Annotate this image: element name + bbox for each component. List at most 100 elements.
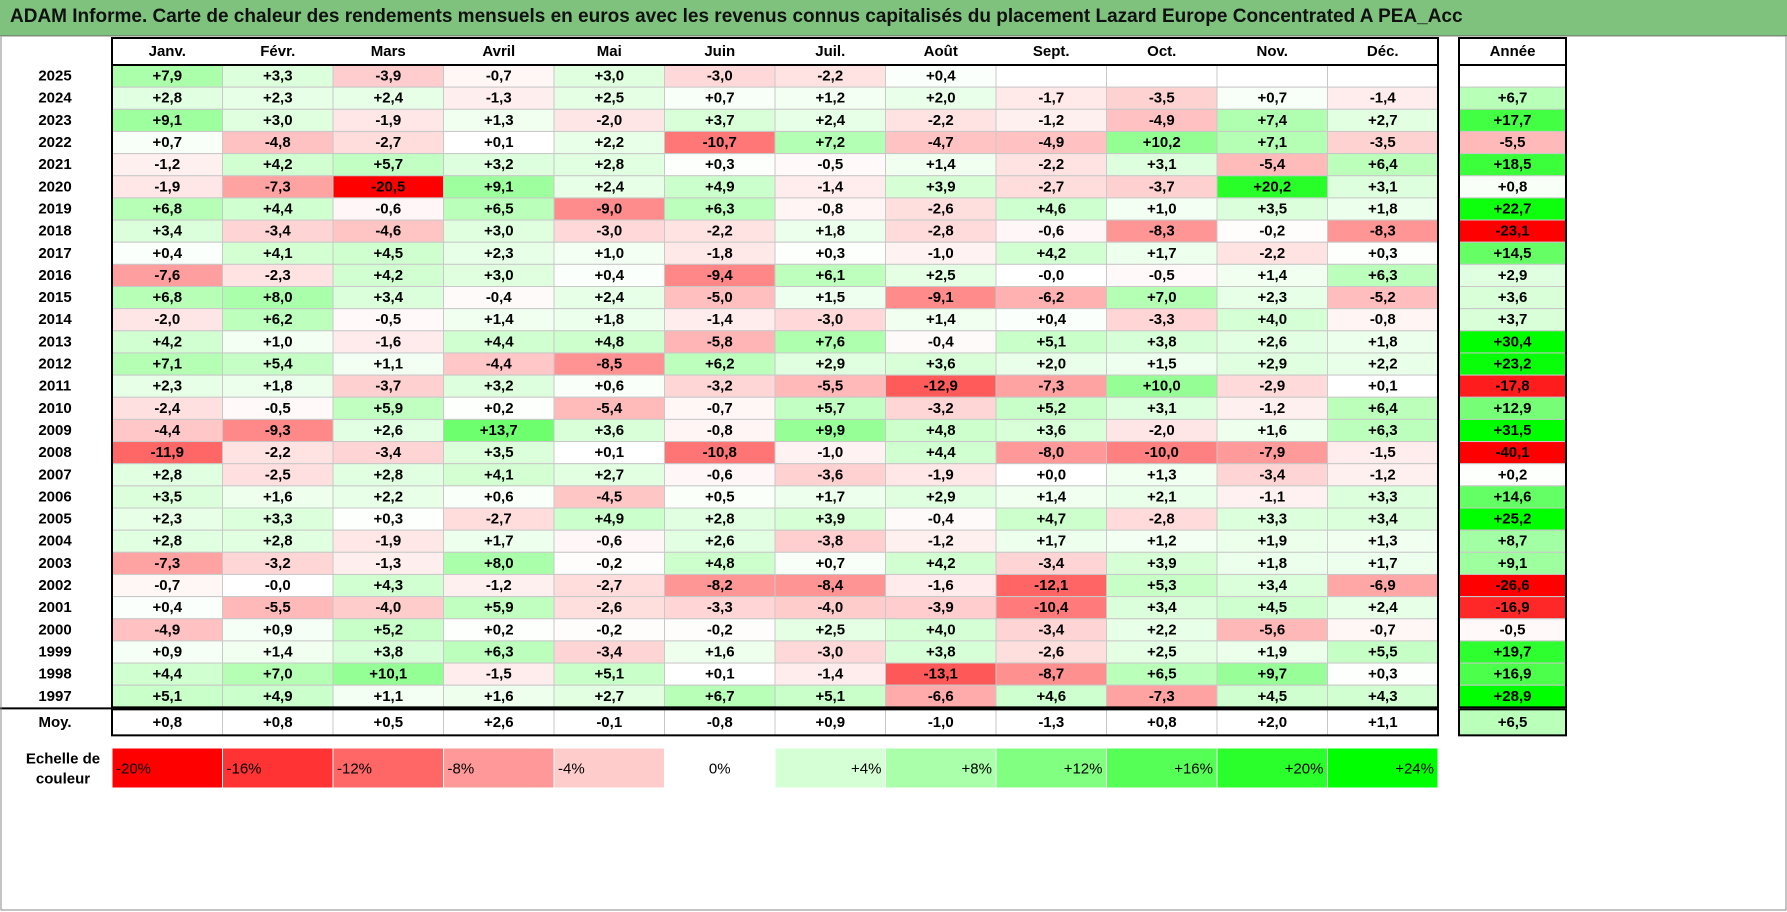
cell-value: -9,3 bbox=[265, 422, 291, 439]
cell-value: +4,4 bbox=[484, 333, 514, 350]
scale-step-label: +4% bbox=[851, 761, 881, 778]
scale-step-label: +20% bbox=[1285, 761, 1324, 778]
cell-value: +0,7 bbox=[705, 90, 735, 107]
cell-value: +6,5 bbox=[484, 200, 514, 217]
row-year-label: 2003 bbox=[38, 555, 71, 572]
cell-value: +2,5 bbox=[1147, 643, 1177, 660]
cell-value: -10,0 bbox=[1145, 444, 1179, 461]
annual-frame bbox=[1458, 64, 1567, 709]
cell-value: +3,3 bbox=[1257, 511, 1287, 528]
cell-value: +0,2 bbox=[484, 400, 514, 417]
cell-value: -2,7 bbox=[375, 134, 401, 151]
annual-value: +18,5 bbox=[1494, 156, 1532, 173]
cell-value: +9,9 bbox=[815, 422, 845, 439]
average-cell bbox=[332, 708, 444, 736]
cell-value: -7,3 bbox=[265, 178, 291, 195]
cell-value: -0,0 bbox=[1038, 267, 1064, 284]
cell-value: -1,0 bbox=[928, 245, 954, 262]
cell-value: -2,2 bbox=[817, 68, 843, 85]
scale-step-label: +24% bbox=[1395, 761, 1434, 778]
cell-value: -12,9 bbox=[924, 378, 958, 395]
cell-value: -3,6 bbox=[817, 466, 843, 483]
cell-value: -0,6 bbox=[375, 200, 401, 217]
scale-step-label: +8% bbox=[962, 761, 992, 778]
cell-value: +4,2 bbox=[1036, 245, 1066, 262]
cell-value: +0,1 bbox=[1368, 378, 1398, 395]
scale-step-label: -12% bbox=[337, 761, 372, 778]
cell-value: +2,7 bbox=[594, 688, 624, 705]
cell-value: +2,2 bbox=[373, 488, 403, 505]
heatmap-cell bbox=[1216, 64, 1328, 88]
annual-value: -0,5 bbox=[1500, 621, 1526, 638]
cell-value: +1,6 bbox=[484, 688, 514, 705]
cell-value: +3,1 bbox=[1368, 178, 1398, 195]
cell-value: +3,8 bbox=[373, 643, 403, 660]
cell-value: +2,0 bbox=[1036, 356, 1066, 373]
cell-value: +5,1 bbox=[594, 666, 624, 683]
cell-value: -0,7 bbox=[154, 577, 180, 594]
cell-value: -1,4 bbox=[707, 311, 734, 328]
cell-value: +9,1 bbox=[152, 112, 182, 129]
scale-swatch bbox=[774, 747, 886, 789]
cell-value: -1,9 bbox=[375, 533, 401, 550]
annual-value: -23,1 bbox=[1495, 223, 1529, 240]
row-year-label: 2011 bbox=[39, 378, 72, 395]
cell-value: -1,6 bbox=[375, 333, 401, 350]
year-header-frame bbox=[1458, 37, 1567, 66]
column-header-2: Févr. bbox=[260, 43, 295, 60]
cell-value: +4,4 bbox=[152, 666, 182, 683]
cell-value: +10,0 bbox=[1143, 378, 1181, 395]
cell-value: +2,9 bbox=[815, 356, 845, 373]
cell-value: +2,5 bbox=[926, 267, 956, 284]
cell-value: +4,4 bbox=[926, 444, 956, 461]
cell-value: +0,3 bbox=[705, 156, 735, 173]
cell-value: -1,2 bbox=[1038, 112, 1064, 129]
cell-value: +5,5 bbox=[1368, 643, 1398, 660]
row-year-label: 2009 bbox=[38, 422, 71, 439]
cell-value: +3,8 bbox=[926, 643, 956, 660]
cell-value: -6,9 bbox=[1370, 577, 1396, 594]
cell-value: -3,8 bbox=[817, 533, 843, 550]
cell-value: +1,3 bbox=[1368, 533, 1398, 550]
cell-value: +1,8 bbox=[594, 311, 624, 328]
cell-value: +0,6 bbox=[484, 488, 514, 505]
scale-step-label: -20% bbox=[116, 761, 151, 778]
cell-value: +1,5 bbox=[1147, 356, 1177, 373]
cell-value: +0,6 bbox=[594, 378, 624, 395]
cell-value: +4,4 bbox=[263, 200, 293, 217]
cell-value: +1,4 bbox=[926, 311, 956, 328]
cell-value: -0,2 bbox=[596, 621, 622, 638]
cell-value: +4,6 bbox=[1036, 688, 1066, 705]
cell-value: -8,5 bbox=[596, 356, 622, 373]
cell-value: +1,2 bbox=[1147, 533, 1177, 550]
cell-value: -4,6 bbox=[375, 223, 401, 240]
cell-value: -3,2 bbox=[707, 378, 733, 395]
cell-value: +1,7 bbox=[815, 488, 845, 505]
cell-value: +3,3 bbox=[263, 68, 293, 85]
cell-value: -0,0 bbox=[265, 577, 291, 594]
cell-value: +4,8 bbox=[705, 555, 735, 572]
average-cell bbox=[885, 708, 997, 736]
cell-value: -5,5 bbox=[265, 599, 291, 616]
cell-value: +3,9 bbox=[926, 178, 956, 195]
scale-step-label: 0% bbox=[709, 761, 731, 778]
cell-value: +2,2 bbox=[1368, 356, 1398, 373]
cell-value: +4,5 bbox=[1257, 599, 1287, 616]
row-year-label: 2014 bbox=[38, 311, 72, 328]
average-value: -1,0 bbox=[928, 714, 954, 731]
row-year-label: 2017 bbox=[38, 245, 71, 262]
cell-value: +3,4 bbox=[152, 223, 182, 240]
cell-value: +2,3 bbox=[484, 245, 514, 262]
average-value: +0,8 bbox=[152, 714, 182, 731]
cell-value: +2,7 bbox=[1368, 112, 1398, 129]
cell-value: +0,1 bbox=[594, 444, 624, 461]
cell-value: -5,5 bbox=[817, 378, 843, 395]
scale-swatch bbox=[1216, 747, 1328, 789]
cell-value: +2,3 bbox=[1257, 289, 1287, 306]
cell-value: -2,7 bbox=[1038, 178, 1064, 195]
cell-value: -12,1 bbox=[1034, 577, 1068, 594]
average-value: +0,8 bbox=[263, 714, 293, 731]
annual-value: +30,4 bbox=[1494, 333, 1533, 350]
cell-value: +0,4 bbox=[594, 267, 624, 284]
cell-value: -3,4 bbox=[1259, 466, 1286, 483]
